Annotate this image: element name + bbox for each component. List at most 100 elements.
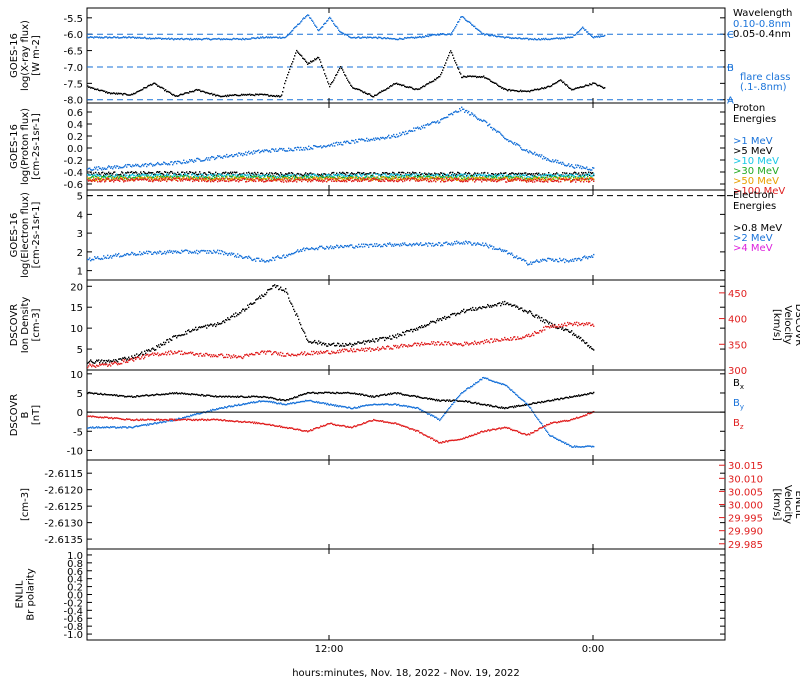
data-point	[449, 243, 451, 245]
data-point	[438, 76, 440, 78]
data-point	[571, 89, 573, 91]
data-point	[145, 172, 147, 175]
data-point	[493, 81, 495, 84]
data-point	[275, 179, 277, 182]
data-point	[253, 258, 255, 261]
data-point	[560, 38, 562, 40]
data-point	[584, 178, 586, 180]
data-point	[544, 173, 546, 175]
data-point	[465, 179, 467, 182]
data-point	[263, 37, 265, 39]
data-point	[276, 180, 278, 182]
data-point	[283, 254, 285, 256]
data-point	[256, 37, 258, 39]
data-point	[201, 180, 203, 182]
data-point	[148, 174, 150, 176]
data-point	[266, 94, 268, 96]
data-point	[214, 251, 216, 253]
data-point	[113, 254, 115, 257]
data-point	[543, 259, 545, 261]
data-point	[589, 255, 591, 258]
data-point	[417, 176, 419, 178]
data-point	[351, 177, 353, 179]
data-point	[289, 253, 291, 255]
data-point	[282, 149, 284, 151]
data-point	[296, 49, 298, 52]
data-point	[307, 178, 309, 181]
data-point	[209, 250, 211, 252]
data-point	[562, 172, 564, 174]
data-point	[107, 176, 109, 178]
data-point	[112, 360, 114, 362]
data-point	[588, 180, 590, 182]
data-point	[582, 256, 584, 259]
data-point	[481, 32, 483, 34]
data-point	[560, 178, 562, 181]
data-point	[198, 180, 200, 182]
data-point	[331, 143, 333, 145]
data-point	[150, 350, 152, 352]
data-point	[173, 335, 175, 337]
data-point	[457, 242, 459, 244]
data-point	[375, 36, 377, 38]
data-point	[353, 176, 355, 178]
data-point	[178, 176, 180, 179]
data-point	[498, 131, 500, 133]
data-point	[566, 178, 568, 181]
data-point	[511, 178, 513, 181]
data-point	[156, 176, 158, 179]
data-point	[286, 291, 288, 294]
data-point	[320, 177, 322, 179]
data-point	[305, 60, 307, 62]
data-point	[507, 36, 509, 38]
data-point	[301, 148, 303, 151]
data-point	[527, 175, 529, 178]
data-point	[496, 174, 498, 177]
data-point	[125, 180, 127, 182]
data-point	[266, 260, 268, 262]
data-point	[336, 178, 338, 180]
data-point	[268, 178, 270, 180]
data-point	[100, 258, 102, 261]
data-point	[147, 37, 149, 40]
data-point	[304, 178, 306, 180]
data-point	[289, 179, 291, 182]
data-point	[492, 177, 494, 179]
data-point	[445, 174, 447, 176]
data-point	[220, 178, 222, 180]
data-point	[313, 60, 315, 62]
data-point	[166, 339, 168, 341]
data-point	[159, 176, 161, 178]
data-point	[88, 86, 90, 88]
data-point	[171, 171, 173, 173]
data-point	[243, 177, 245, 180]
data-point	[460, 242, 462, 245]
data-point	[587, 175, 589, 178]
data-point	[93, 362, 95, 364]
y-axis-label-right-line: DSCOVR	[793, 304, 800, 347]
data-point	[394, 38, 396, 40]
data-point	[369, 140, 371, 142]
data-point	[297, 51, 299, 53]
data-point	[283, 289, 285, 291]
data-point	[357, 88, 359, 91]
series-red	[87, 177, 595, 183]
data-point	[588, 169, 590, 171]
data-point	[167, 174, 169, 177]
data-point	[448, 113, 450, 116]
data-point	[328, 174, 330, 176]
data-point	[422, 173, 424, 175]
data-point	[92, 174, 94, 177]
data-point	[369, 180, 371, 182]
data-point	[243, 172, 245, 174]
data-point	[202, 38, 204, 41]
data-point	[154, 251, 156, 253]
data-point	[571, 260, 573, 262]
data-point	[401, 179, 403, 181]
data-point	[278, 288, 280, 291]
data-point	[525, 177, 527, 180]
data-point	[243, 152, 245, 155]
legend-entry: 0.10-0.8nm	[733, 19, 791, 30]
data-point	[234, 315, 236, 318]
data-point	[199, 176, 201, 178]
